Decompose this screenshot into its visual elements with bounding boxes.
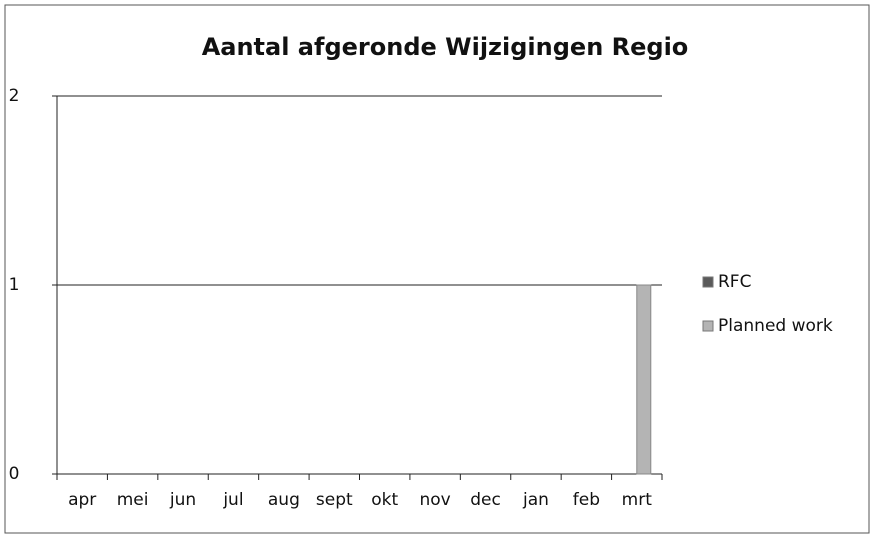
- bar: [636, 284, 652, 475]
- x-tick-label: aug: [268, 490, 300, 510]
- y-tick-label: 2: [9, 86, 20, 106]
- y-tick-label: 1: [9, 275, 20, 295]
- legend-swatch: [702, 320, 714, 332]
- x-tick-label: jan: [522, 490, 549, 510]
- x-tick-label: jun: [169, 490, 196, 510]
- x-tick-label: jul: [222, 490, 243, 510]
- x-tick-label: sept: [316, 490, 353, 510]
- x-tick-label: mei: [117, 490, 149, 510]
- legend-label: RFC: [718, 272, 751, 292]
- y-tick-label: 0: [9, 464, 20, 484]
- x-tick-label: feb: [573, 490, 600, 510]
- legend-label: Planned work: [718, 316, 833, 336]
- x-tick-label: apr: [68, 490, 96, 510]
- x-tick-label: okt: [371, 490, 398, 510]
- x-tick-label: nov: [420, 490, 451, 510]
- x-tick-label: mrt: [622, 490, 653, 510]
- x-tick-label: dec: [470, 490, 501, 510]
- legend-swatch: [702, 276, 714, 288]
- chart-border: [4, 4, 870, 534]
- chart-title: Aantal afgeronde Wijzigingen Regio: [202, 33, 689, 61]
